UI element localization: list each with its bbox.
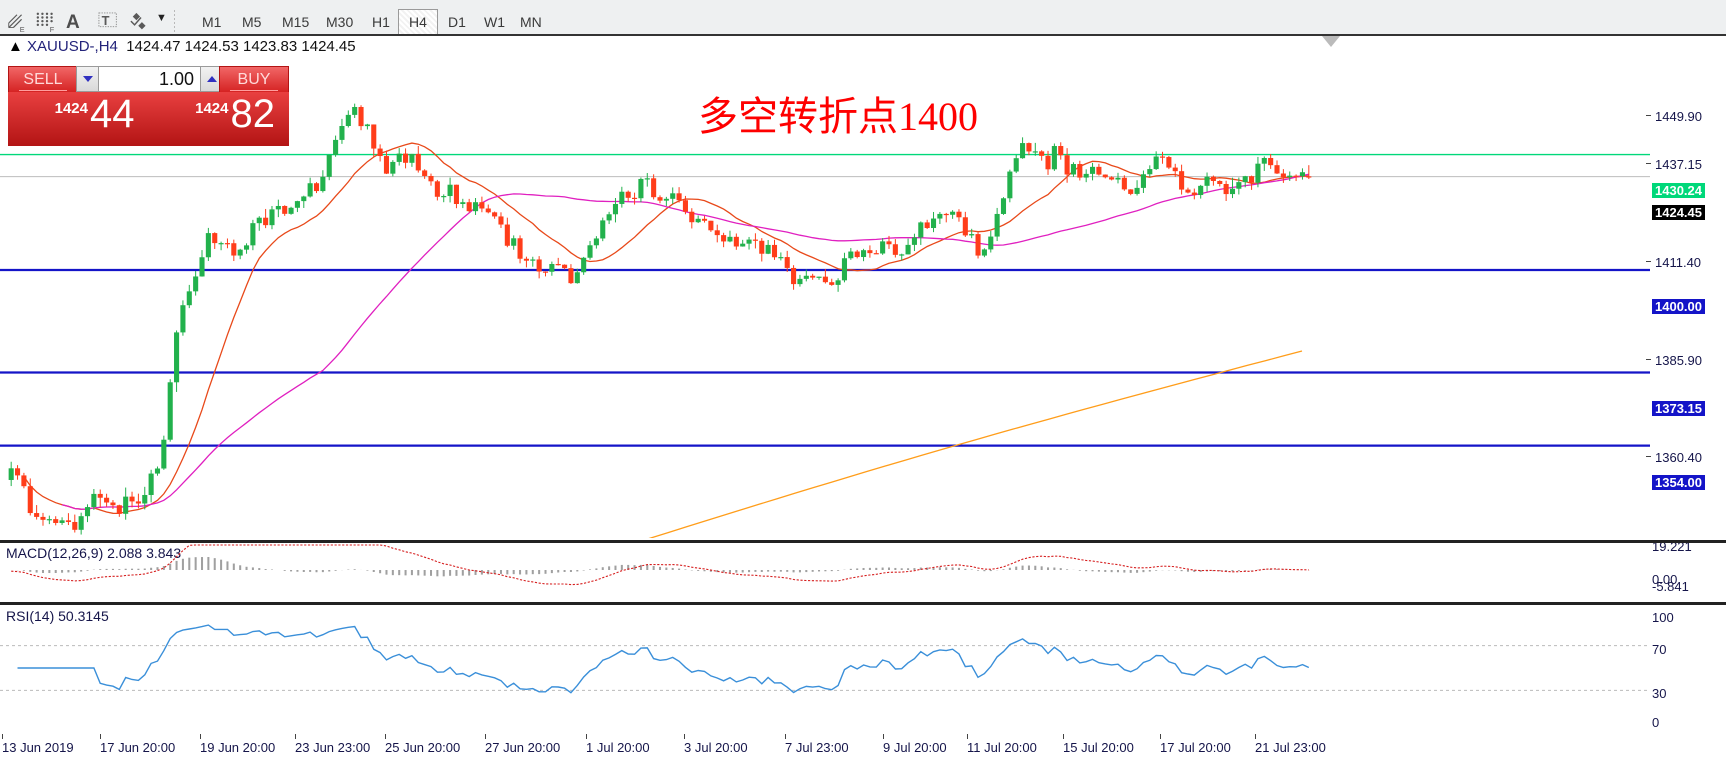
svg-text:F: F	[50, 25, 55, 34]
svg-text:T: T	[102, 13, 110, 28]
svg-text:E: E	[20, 25, 25, 34]
